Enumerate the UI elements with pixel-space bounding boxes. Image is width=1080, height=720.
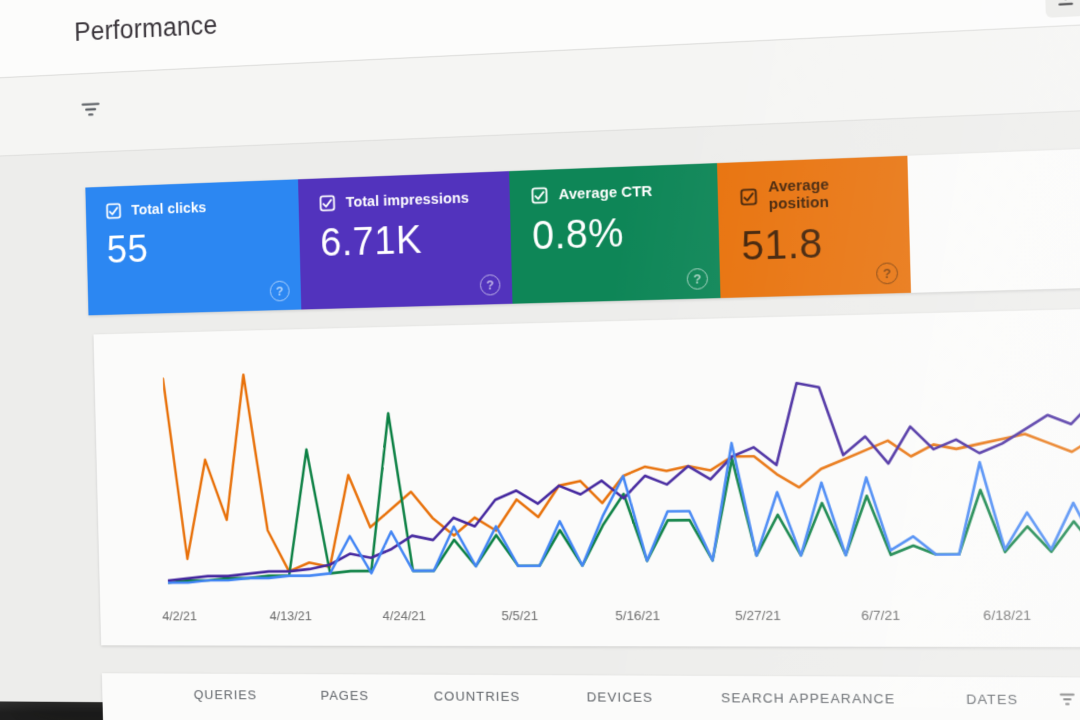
checkbox-checked-icon[interactable] [740,188,758,206]
tab-devices[interactable]: DEVICES [586,689,654,705]
tab-countries[interactable]: COUNTRIES [433,688,521,705]
x-axis-tick-label: 6/18/21 [983,607,1032,624]
table-filter-icon[interactable] [1057,690,1077,709]
help-icon[interactable]: ? [875,262,899,285]
checkbox-checked-icon[interactable] [531,187,548,205]
x-axis-labels: 4/2/21 4/13/21 4/24/21 5/5/21 5/16/21 5/27/21… [162,607,1080,628]
metric-label: Total impressions [345,189,470,211]
tab-search-appearance[interactable]: SEARCH APPEARANCE [720,690,896,707]
tab-queries[interactable]: QUERIES [193,687,258,703]
metric-card-header: Average CTR [531,181,700,204]
x-axis-tick-label: 4/13/21 [269,608,313,624]
help-icon[interactable]: ? [269,280,290,302]
help-glyph: ? [486,277,495,293]
help-icon[interactable]: ? [479,274,501,296]
filter-list-icon[interactable] [79,96,103,122]
metric-value: 51.8 [740,221,824,269]
help-glyph: ? [882,265,892,282]
checkbox-checked-icon[interactable] [319,195,335,212]
x-axis-tick-label: 5/27/21 [734,607,781,624]
metric-value: 55 [106,227,149,272]
x-axis-tick-label: 4/2/21 [162,608,198,624]
metric-card-header: Average position [740,174,890,214]
metric-card-average-position[interactable]: Average position 51.8 ? [717,155,912,299]
dimension-tabs: QUERIES PAGES COUNTRIES DEVICES SEARCH A… [194,687,1019,707]
chart-series-total-clicks [163,353,1080,583]
metric-card-average-ctr[interactable]: Average CTR 0.8% ? [509,163,721,304]
metric-value: 0.8% [531,211,625,259]
line-chart[interactable]: 4/2/21 4/13/21 4/24/21 5/5/21 5/16/21 5/27/21… [93,307,1080,647]
metric-cards-strip: Total clicks 55 ? Total impressions 6.71… [85,145,1080,316]
x-axis-tick-label: 4/24/21 [382,608,426,624]
performance-chart-card: 4/2/21 4/13/21 4/24/21 5/5/21 5/16/21 5/27/21… [93,306,1080,648]
metric-card-header: Total impressions [319,189,492,212]
x-axis-tick-label: 5/16/21 [615,607,661,624]
metric-label: Average CTR [558,182,653,204]
tab-dates[interactable]: DATES [965,691,1019,708]
export-download-button[interactable] [1044,0,1080,18]
metric-label: Average position [768,176,830,214]
dimension-tabs-card: QUERIES PAGES COUNTRIES DEVICES SEARCH A… [101,673,1080,720]
tab-pages[interactable]: PAGES [320,687,370,703]
page-title: Performance [73,10,218,47]
help-icon[interactable]: ? [686,267,709,290]
chart-series-total-impressions [163,360,1080,581]
x-axis-tick-label: 6/7/21 [861,607,901,624]
help-glyph: ? [693,271,702,287]
checkbox-checked-icon[interactable] [106,203,122,220]
download-icon [1055,0,1077,8]
chart-lines [163,343,1080,591]
metric-card-header: Total clicks [106,197,282,220]
metric-value: 6.71K [319,218,423,265]
metric-card-total-impressions[interactable]: Total impressions 6.71K ? [298,171,513,310]
help-glyph: ? [275,283,284,299]
chart-series-average-position [163,355,1080,572]
x-axis-tick-label: 5/5/21 [501,608,539,624]
metric-card-total-clicks[interactable]: Total clicks 55 ? [85,179,302,316]
metric-label: Total clicks [131,199,207,219]
